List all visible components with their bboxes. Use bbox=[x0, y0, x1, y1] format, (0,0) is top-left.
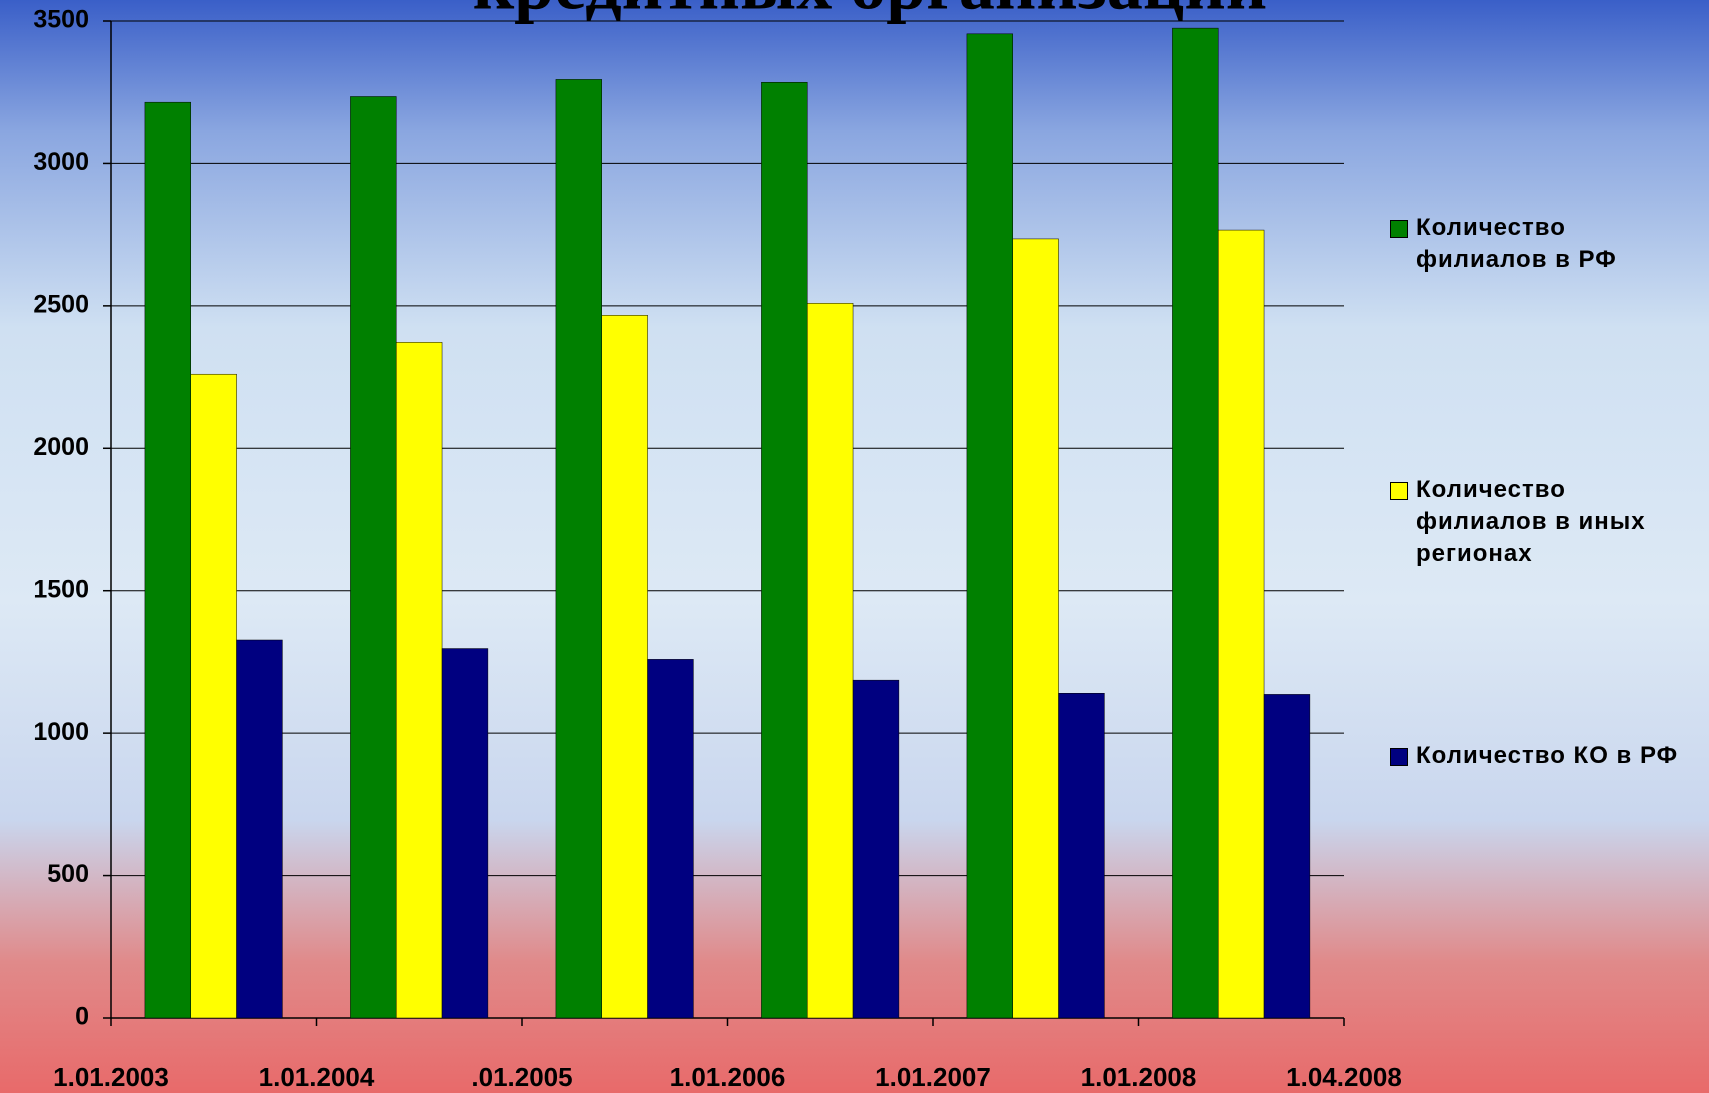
bar bbox=[761, 81, 808, 1019]
bar bbox=[236, 639, 283, 1019]
bar bbox=[395, 342, 443, 1019]
y-tick-label: 0 bbox=[75, 1003, 89, 1031]
chart-title: кредитных организаций bbox=[473, 0, 1268, 25]
x-tick-label: 1.01.2006 bbox=[670, 1062, 786, 1092]
bar bbox=[1012, 238, 1059, 1019]
legend-label: Количество филиалов в иных регионах bbox=[1416, 476, 1646, 567]
y-tick-label: 3500 bbox=[33, 6, 89, 34]
bar bbox=[647, 659, 694, 1019]
bar bbox=[601, 315, 648, 1019]
bar bbox=[1263, 694, 1311, 1019]
x-tick-label: 1.01.2004 bbox=[259, 1062, 375, 1092]
legend-item: Количество филиалов в РФ bbox=[1390, 212, 1690, 276]
x-tick-label: 1.01.2008 bbox=[1081, 1062, 1197, 1092]
bar bbox=[555, 79, 602, 1019]
y-tick-label: 500 bbox=[47, 860, 89, 888]
legend-label: Количество филиалов в РФ bbox=[1416, 214, 1617, 273]
legend-label: Количество КО в РФ bbox=[1416, 742, 1679, 769]
bar bbox=[350, 96, 397, 1019]
x-tick-label: 1.04.2008 bbox=[1286, 1062, 1402, 1092]
bar bbox=[144, 101, 191, 1019]
bar bbox=[1058, 693, 1105, 1019]
x-tick-label: .01.2005 bbox=[471, 1062, 572, 1092]
legend-item: Количество КО в РФ bbox=[1390, 740, 1690, 772]
legend-swatch bbox=[1390, 220, 1408, 238]
bar bbox=[1172, 27, 1219, 1019]
x-tick-label: 1.01.2007 bbox=[875, 1062, 991, 1092]
bar bbox=[966, 33, 1013, 1019]
legend-swatch bbox=[1390, 748, 1408, 766]
bar bbox=[441, 648, 489, 1019]
y-tick-label: 3000 bbox=[33, 148, 89, 176]
y-tick-label: 1000 bbox=[33, 718, 89, 746]
bar bbox=[1217, 229, 1265, 1019]
bar bbox=[852, 679, 900, 1019]
legend-item: Количество филиалов в иных регионах bbox=[1390, 474, 1690, 570]
y-tick-label: 1500 bbox=[33, 575, 89, 603]
legend-swatch bbox=[1390, 482, 1408, 500]
x-tick-label: 1.01.2003 bbox=[53, 1062, 169, 1092]
bar bbox=[190, 373, 237, 1019]
y-tick-label: 2500 bbox=[33, 290, 89, 318]
bar bbox=[806, 303, 854, 1019]
y-tick-label: 2000 bbox=[33, 433, 89, 461]
